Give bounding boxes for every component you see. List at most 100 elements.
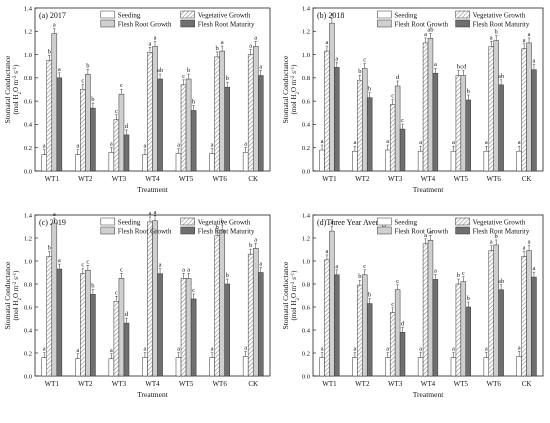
y-axis-unit: (mol H2O m-2 s-1) xyxy=(290,64,301,115)
bar xyxy=(460,75,467,172)
y-tick-label: 0.2 xyxy=(302,350,310,357)
x-tick-label: WT5 xyxy=(179,380,194,388)
significance-letter: a xyxy=(353,139,356,146)
y-axis-unit: (mol H2O m-2 s-1) xyxy=(12,64,23,115)
y-tick-label: 0.4 xyxy=(24,122,33,129)
y-tick-label: 1.2 xyxy=(24,235,32,242)
legend-label: Vegetative Growth xyxy=(473,12,526,20)
y-tick-label: 0.4 xyxy=(302,122,311,129)
significance-letter: b xyxy=(226,75,229,82)
bar xyxy=(142,154,148,172)
significance-letter: a xyxy=(321,346,324,353)
bar xyxy=(180,84,187,172)
bar xyxy=(175,357,182,377)
bar xyxy=(190,110,197,172)
legend-label: Flesh Root Growth xyxy=(118,228,172,236)
bar xyxy=(51,222,58,377)
significance-letter: b xyxy=(48,48,51,55)
bar xyxy=(450,357,457,377)
significance-letter: c xyxy=(396,278,399,285)
legend-label: Flesh Root Maturity xyxy=(198,228,255,236)
significance-letter: c xyxy=(363,263,366,270)
bar xyxy=(362,68,368,172)
y-tick-label: 0.2 xyxy=(24,145,32,152)
x-tick-label: WT5 xyxy=(454,175,469,183)
significance-letter: a xyxy=(434,267,437,274)
bar xyxy=(56,77,63,172)
x-tick-label: CK xyxy=(522,175,532,183)
bar xyxy=(488,46,494,172)
y-tick-label: 1.4 xyxy=(302,5,311,12)
bar xyxy=(157,273,163,377)
significance-letter: b xyxy=(91,282,94,289)
bar xyxy=(85,269,91,377)
y-tick-label: 0.4 xyxy=(24,327,33,334)
significance-letter: a xyxy=(490,34,493,41)
significance-letter: ab xyxy=(157,67,163,74)
legend-swatch xyxy=(180,217,195,226)
significance-letter: a xyxy=(110,140,113,147)
bar xyxy=(352,357,358,377)
y-tick-label: 1.4 xyxy=(24,5,33,12)
legend-label: Flesh Root Maturity xyxy=(473,228,530,236)
x-tick-label: WT4 xyxy=(145,175,160,183)
bar xyxy=(417,150,424,172)
legend-swatch xyxy=(455,19,470,28)
significance-letter: a xyxy=(259,64,262,71)
y-tick-label: 0.2 xyxy=(302,145,310,152)
significance-letter: a xyxy=(419,346,422,353)
legend: Seeding Vegetative Growth Flesh Root Growt… xyxy=(377,217,530,236)
significance-letter: c xyxy=(363,57,366,64)
significance-letter: a xyxy=(523,244,526,251)
legend-swatch xyxy=(180,226,195,235)
bar xyxy=(147,221,153,377)
bar xyxy=(252,46,259,172)
legend: Seeding Vegetative Growth Flesh Root Growt… xyxy=(100,217,255,236)
y-axis-label: Stomatal Conductance xyxy=(3,55,12,123)
bar xyxy=(41,154,48,172)
bar xyxy=(498,289,504,377)
significance-letter: a xyxy=(149,210,152,217)
y-axis-unit: (mol H2O m-2 s-1) xyxy=(12,270,23,321)
significance-letter: a xyxy=(58,66,61,73)
bar xyxy=(51,33,58,172)
bar xyxy=(357,79,363,172)
y-tick-label: 0.0 xyxy=(24,373,32,380)
x-tick-label: WT2 xyxy=(78,175,93,183)
y-tick-label: 0.6 xyxy=(24,98,33,105)
bar xyxy=(75,358,81,377)
significance-letter: b xyxy=(216,224,219,231)
bar xyxy=(488,250,494,377)
significance-letter: c xyxy=(115,289,118,296)
significance-letter: a xyxy=(326,39,329,46)
x-tick-label: WT1 xyxy=(322,175,337,183)
significance-letter: a xyxy=(187,266,190,273)
bar xyxy=(152,220,158,377)
significance-letter: a xyxy=(330,219,333,226)
significance-letter: a xyxy=(485,346,488,353)
legend-swatch xyxy=(377,19,392,28)
bar xyxy=(357,284,363,377)
significance-letter: a xyxy=(419,139,422,146)
x-tick-label: WT3 xyxy=(112,380,127,388)
significance-letter: c xyxy=(81,78,84,85)
significance-letter: b xyxy=(467,295,470,302)
x-tick-label: WT3 xyxy=(388,380,403,388)
significance-letter: a xyxy=(533,58,536,65)
bar xyxy=(180,278,187,377)
significance-letter: a xyxy=(53,211,56,218)
y-tick-label: 1.2 xyxy=(302,29,310,36)
x-axis-label: Treatment xyxy=(413,390,444,399)
significance-letter: a xyxy=(76,143,79,150)
significance-letter: a xyxy=(154,34,157,41)
x-tick-label: WT2 xyxy=(78,380,93,388)
x-axis-label: Treatment xyxy=(413,185,444,194)
x-tick-label: CK xyxy=(522,380,532,388)
panel-title: (c) 2019 xyxy=(39,218,66,227)
x-axis-label: Treatment xyxy=(137,390,168,399)
y-tick-label: 0.8 xyxy=(24,75,32,82)
bar xyxy=(80,89,86,172)
bar xyxy=(219,50,225,172)
significance-letter: a xyxy=(211,346,214,353)
